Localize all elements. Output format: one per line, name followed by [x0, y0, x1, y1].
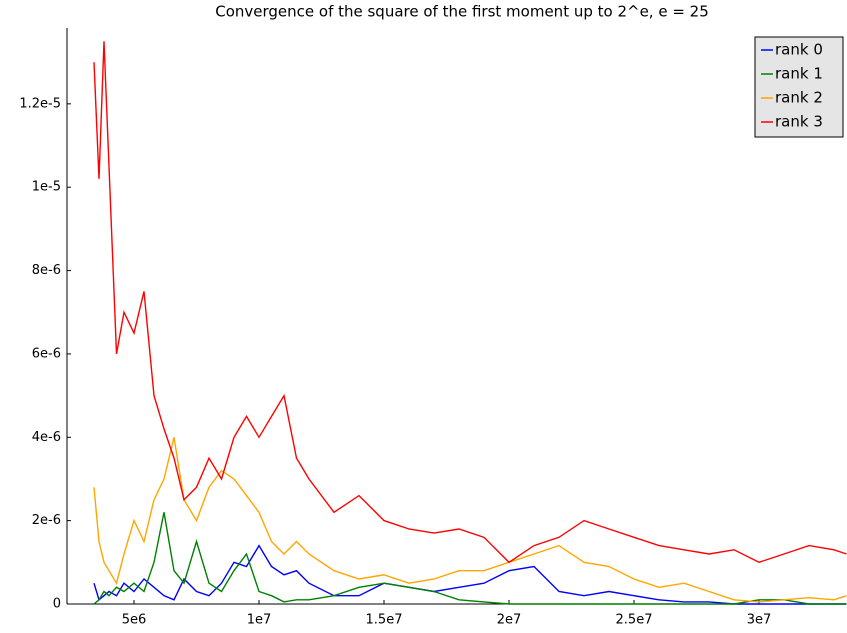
series-line [93, 437, 847, 603]
x-tick-label: 2.5e7 [616, 613, 653, 628]
x-tick-label: 1.5e7 [366, 613, 403, 628]
legend-label: rank 3 [775, 113, 823, 131]
series-line [93, 41, 847, 564]
x-tick-label: 1e7 [247, 613, 272, 628]
y-tick-label: 8e-6 [32, 263, 61, 278]
y-tick-label: 1e-5 [32, 180, 61, 195]
x-tick-label: 2e7 [497, 613, 522, 628]
series-line [93, 512, 847, 605]
chart-title: Convergence of the square of the first m… [215, 3, 709, 21]
legend-label: rank 2 [775, 89, 823, 107]
y-tick-label: 1.2e-5 [19, 96, 61, 111]
y-tick-label: 0 [53, 597, 61, 612]
y-tick-label: 2e-6 [32, 513, 61, 528]
y-tick-label: 6e-6 [32, 346, 61, 361]
series-line [93, 544, 847, 605]
x-tick-label: 3e7 [747, 613, 772, 628]
y-tick-label: 4e-6 [32, 430, 61, 445]
x-tick-label: 5e6 [122, 613, 147, 628]
legend-label: rank 1 [775, 65, 823, 83]
legend-box [754, 36, 844, 138]
legend-label: rank 0 [775, 41, 823, 59]
